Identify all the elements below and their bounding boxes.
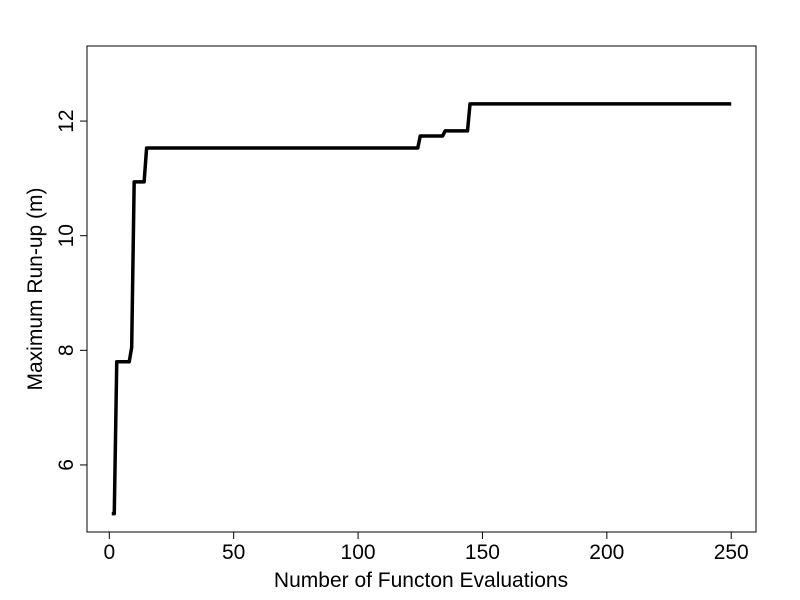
x-tick-label: 250 [714, 541, 749, 564]
y-tick-label: 10 [55, 224, 78, 247]
y-tick-label: 6 [55, 459, 78, 471]
y-tick-label: 8 [55, 344, 78, 356]
x-tick-label: 50 [222, 541, 245, 564]
x-tick-label: 150 [465, 541, 500, 564]
y-tick-label: 12 [55, 109, 78, 132]
data-line [111, 102, 732, 516]
x-tick-label: 0 [103, 541, 115, 564]
plot-frame [86, 45, 757, 533]
x-tick-label: 200 [589, 541, 624, 564]
x-axis-label: Number of Functon Evaluations [274, 569, 568, 592]
x-tick-label: 100 [341, 541, 376, 564]
y-axis-label: Maximum Run-up (m) [24, 187, 47, 390]
